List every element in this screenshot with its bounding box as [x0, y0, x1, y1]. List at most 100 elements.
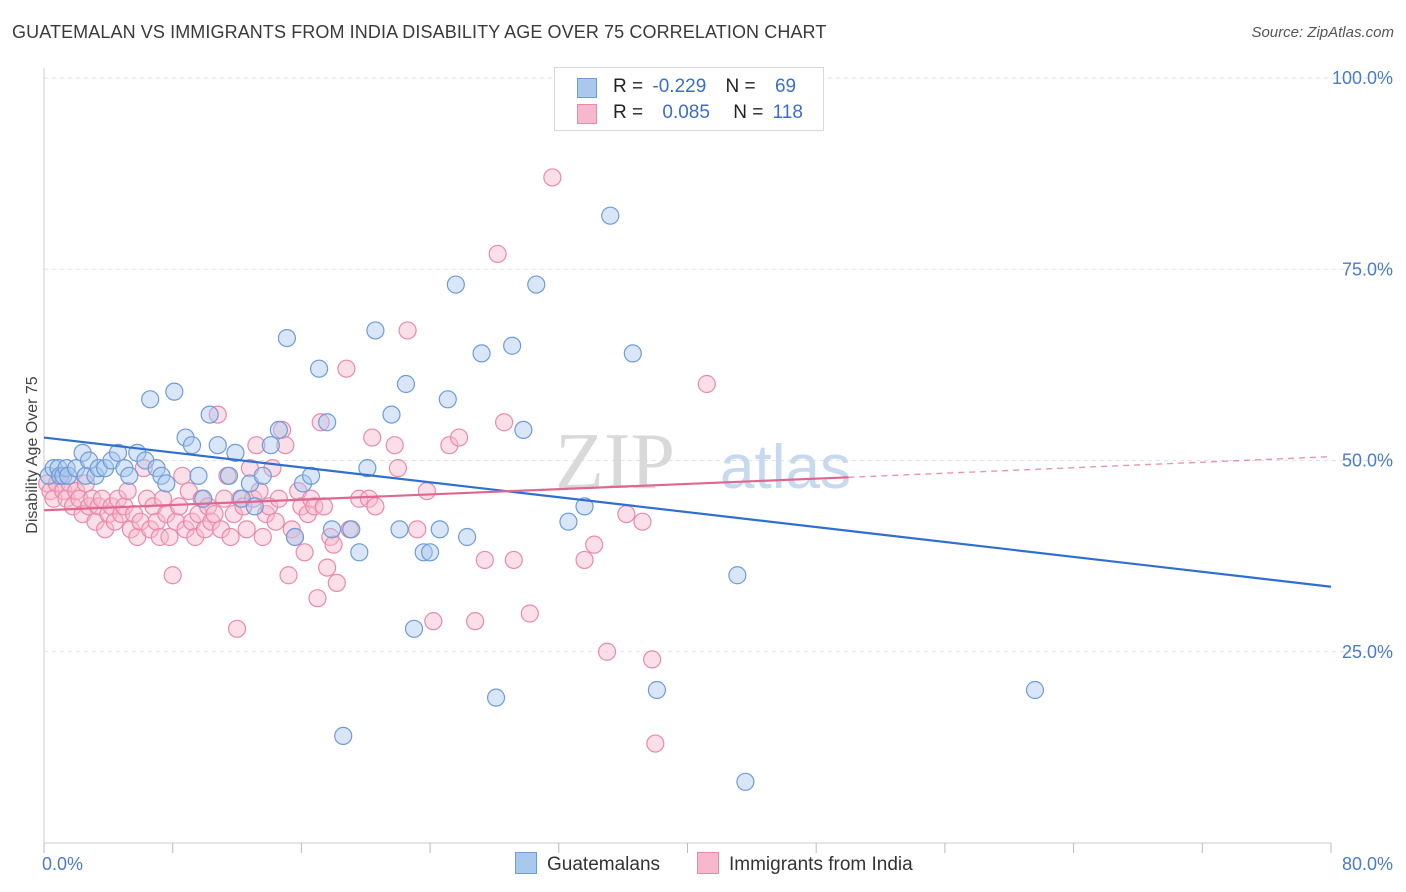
india-point [96, 520, 115, 539]
india-point [150, 527, 169, 547]
india-point [311, 413, 330, 432]
india-point [76, 474, 95, 493]
guatemalan-point [601, 206, 620, 225]
y-axis-label: Disability Age Over 75 [24, 376, 41, 534]
correlation-legend: R = -0.229 N = 69 R = 0.085 N = 118 [554, 67, 824, 131]
guatemalan-point [1025, 680, 1045, 700]
guatemalan-point [575, 497, 594, 516]
india-point [308, 589, 327, 608]
guatemalan-point [514, 420, 533, 439]
india-point [211, 520, 231, 539]
legend-swatch-blue [577, 78, 597, 98]
legend-label: Guatemalans [547, 854, 661, 875]
india-point [643, 650, 662, 669]
guatemalan-point [486, 688, 506, 707]
guatemalan-point [309, 359, 329, 378]
y-tick-label: 75.0% [1342, 259, 1393, 279]
legend-r-label: R = [613, 76, 644, 97]
india-point [170, 497, 189, 516]
india-point [305, 497, 324, 516]
guatemalan-point [358, 459, 377, 478]
guatemalan-point [189, 466, 208, 485]
india-point [417, 482, 436, 501]
guatemalan-point [350, 543, 369, 562]
guatemalan-point [503, 336, 522, 355]
guatemalan-point [404, 619, 424, 638]
x-tick-label: 80.0% [1342, 854, 1393, 874]
series-india-points [38, 68, 716, 753]
legend-n-label: N = [733, 102, 764, 123]
india-point [44, 489, 63, 508]
legend-r-value: 0.085 [662, 102, 710, 123]
india-point [314, 497, 334, 516]
guatemalan-point [253, 466, 272, 485]
india-point [186, 527, 205, 547]
guatemalan-point [623, 344, 642, 363]
india-point [276, 436, 295, 455]
legend-n-label: N = [725, 76, 756, 97]
guatemalan-point [421, 543, 440, 562]
watermark-atlas: atlas [720, 433, 851, 502]
india-point [363, 428, 382, 447]
india-point [337, 359, 356, 378]
india-point [385, 436, 404, 455]
india-point [70, 489, 89, 508]
grid-lines [44, 77, 1392, 653]
watermark-zip: ZIP [555, 418, 675, 506]
legend-swatch-pink [577, 104, 597, 124]
india-point [295, 543, 314, 562]
india-point [575, 550, 594, 570]
india-point [253, 527, 272, 547]
guatemalan-point [108, 443, 128, 462]
watermark: ZIP atlas [555, 418, 851, 506]
india-point [131, 512, 150, 531]
y-tick-label: 100.0% [1332, 68, 1393, 88]
india-point [269, 489, 288, 508]
guatemalan-point [472, 344, 491, 363]
india-point [163, 566, 182, 585]
india-point [475, 550, 494, 570]
y-tick-labels: 25.0% 50.0% 75.0% 100.0% [1332, 68, 1393, 662]
guatemalan-point [342, 520, 361, 539]
guatemalan-point [277, 329, 297, 348]
y-tick-label: 25.0% [1342, 642, 1393, 662]
guatemalan-point [219, 466, 239, 485]
india-point [408, 520, 427, 539]
india-point [504, 550, 523, 570]
guatemalan-point [366, 321, 385, 340]
legend-r-value: -0.229 [652, 76, 707, 97]
series-guatemalans-points [39, 206, 1045, 791]
guatemalan-point [200, 405, 219, 424]
guatemalan-point [559, 512, 578, 531]
india-point [118, 482, 137, 501]
india-point [366, 497, 385, 516]
guatemalan-point [269, 420, 288, 439]
x-tick-label: 0.0% [42, 854, 83, 874]
india-point [466, 612, 485, 631]
guatemalan-point [414, 543, 433, 562]
india-point [440, 436, 459, 455]
guatemalan-point [458, 527, 477, 547]
guatemalan-point [527, 275, 546, 294]
legend-n-value: 69 [774, 76, 797, 97]
india-point [488, 244, 507, 264]
india-point [266, 512, 285, 531]
india-point [585, 535, 604, 554]
guatemalan-point [182, 436, 202, 455]
guatemalan-point [736, 772, 755, 791]
guatemalan-point [208, 436, 227, 455]
trend-lines [43, 436, 1332, 588]
india-point [227, 619, 247, 638]
guatemalan-point [57, 459, 76, 478]
guatemalan-point [120, 466, 139, 485]
guatemalan-point [261, 436, 280, 455]
guatemalan-point [728, 566, 747, 585]
guatemalan-point [318, 413, 337, 432]
chart-title: GUATEMALAN VS IMMIGRANTS FROM INDIA DISA… [12, 22, 827, 42]
india-point [633, 512, 652, 531]
india-point [153, 489, 173, 508]
guatemalan-point [285, 527, 305, 547]
india-point [324, 535, 343, 554]
india-point [597, 642, 617, 661]
